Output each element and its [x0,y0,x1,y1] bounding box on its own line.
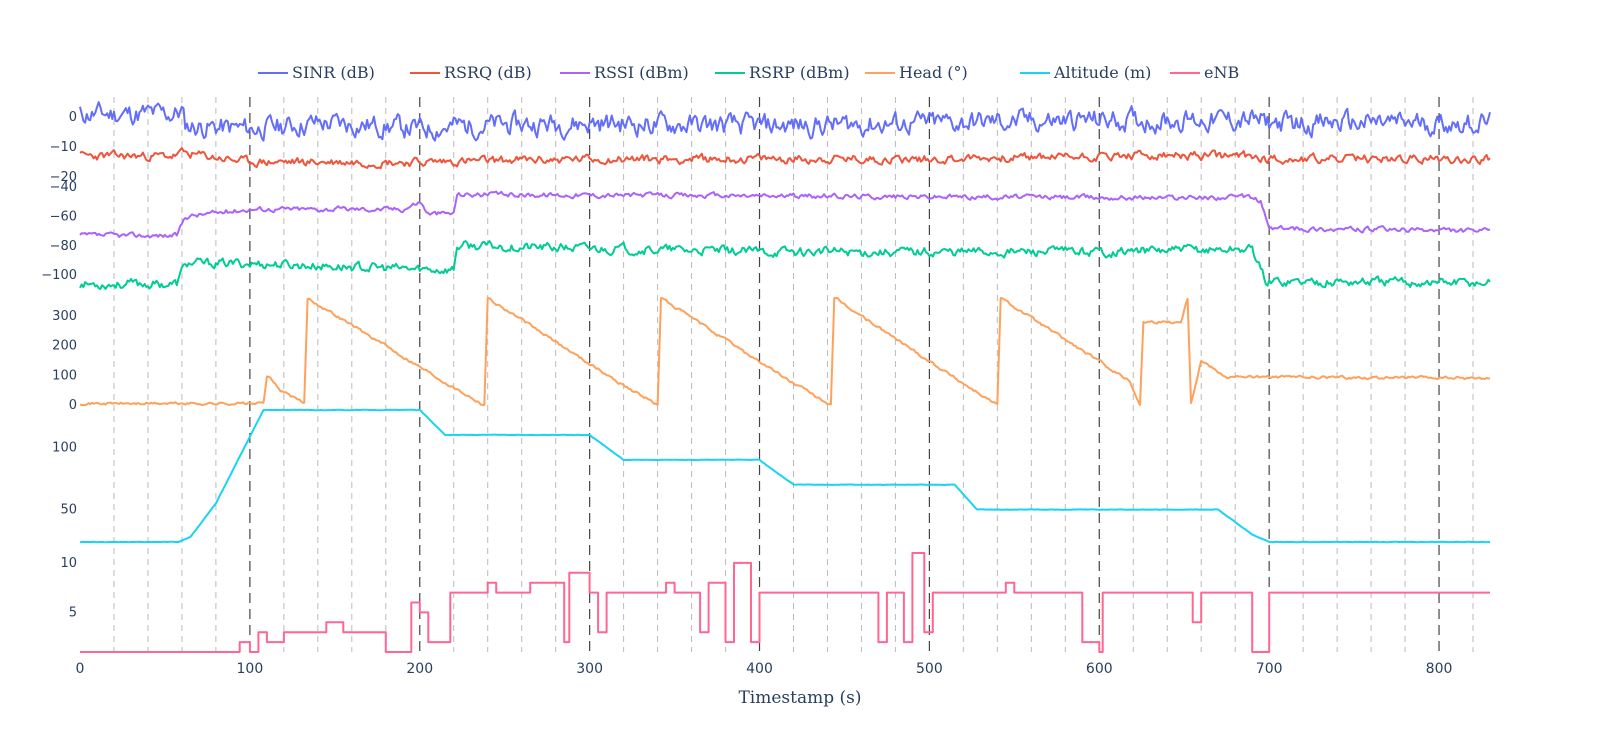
series-line-sinr [79,101,1491,142]
series-line-rsrq [79,147,1491,170]
legend-label: RSSI (dBm) [594,63,689,82]
y-tick-label: −20 [50,170,77,185]
legend-item-altitude: Altitude (m) [1020,63,1151,82]
grid-lines [113,97,1474,652]
x-tick-label: 600 [1086,661,1113,677]
x-tick-label: 300 [576,661,603,677]
x-axis-title: Timestamp (s) [738,688,861,708]
legend-item-head: Head (°) [865,63,968,82]
legend-label: RSRP (dBm) [749,63,850,82]
legend-label: eNB [1204,63,1239,82]
series-line-head [79,297,1491,406]
y-tick-label: 0 [69,398,77,413]
y-tick-label: 100 [52,440,77,455]
x-tick-label: 700 [1256,661,1283,677]
x-tick-label: 800 [1426,661,1453,677]
series-lines [79,101,1491,653]
series-line-altitude [80,408,1490,544]
y-tick-label: 200 [52,339,77,354]
y-tick-label: −60 [50,209,77,224]
legend: SINR (dB) RSRQ (dB) RSSI (dBm) RSRP (dBm) He… [258,63,1239,82]
legend-label: SINR (dB) [292,63,375,82]
y-tick-label: 300 [52,309,77,324]
legend-label: RSRQ (dB) [444,63,532,82]
x-tick-label: 400 [746,661,773,677]
x-tick-labels: 0 100 200 300 400 500 600 700 800 [76,661,1453,677]
y-tick-label: 10 [60,556,77,571]
series-line-enb [80,552,1490,653]
x-tick-label: 500 [916,661,943,677]
legend-item-enb: eNB [1170,63,1239,82]
y-tick-label: −40 [50,180,77,195]
x-tick-label: 0 [76,661,85,677]
y-tick-labels: 0 −10 −20−40 −60 −80 −100 0 100 200 300 50 100 5 10 [41,110,77,620]
legend-item-sinr: SINR (dB) [258,63,375,82]
legend-item-rsrq: RSRQ (dB) [410,63,532,82]
x-tick-label: 100 [237,661,264,677]
y-tick-label: −10 [50,140,77,155]
y-tick-label: 50 [60,503,77,518]
y-tick-label: 5 [69,605,77,620]
legend-item-rsrp: RSRP (dBm) [715,63,850,82]
y-tick-label: 100 [52,368,77,383]
legend-label: Head (°) [899,63,968,82]
series-line-rssi [79,190,1491,239]
y-tick-label: 0 [69,110,77,125]
y-tick-label: −80 [50,239,77,254]
x-tick-label: 200 [406,661,433,677]
series-line-rsrp [79,240,1491,290]
legend-item-rssi: RSSI (dBm) [560,63,689,82]
y-tick-label: −100 [41,268,77,283]
legend-label: Altitude (m) [1053,63,1151,82]
